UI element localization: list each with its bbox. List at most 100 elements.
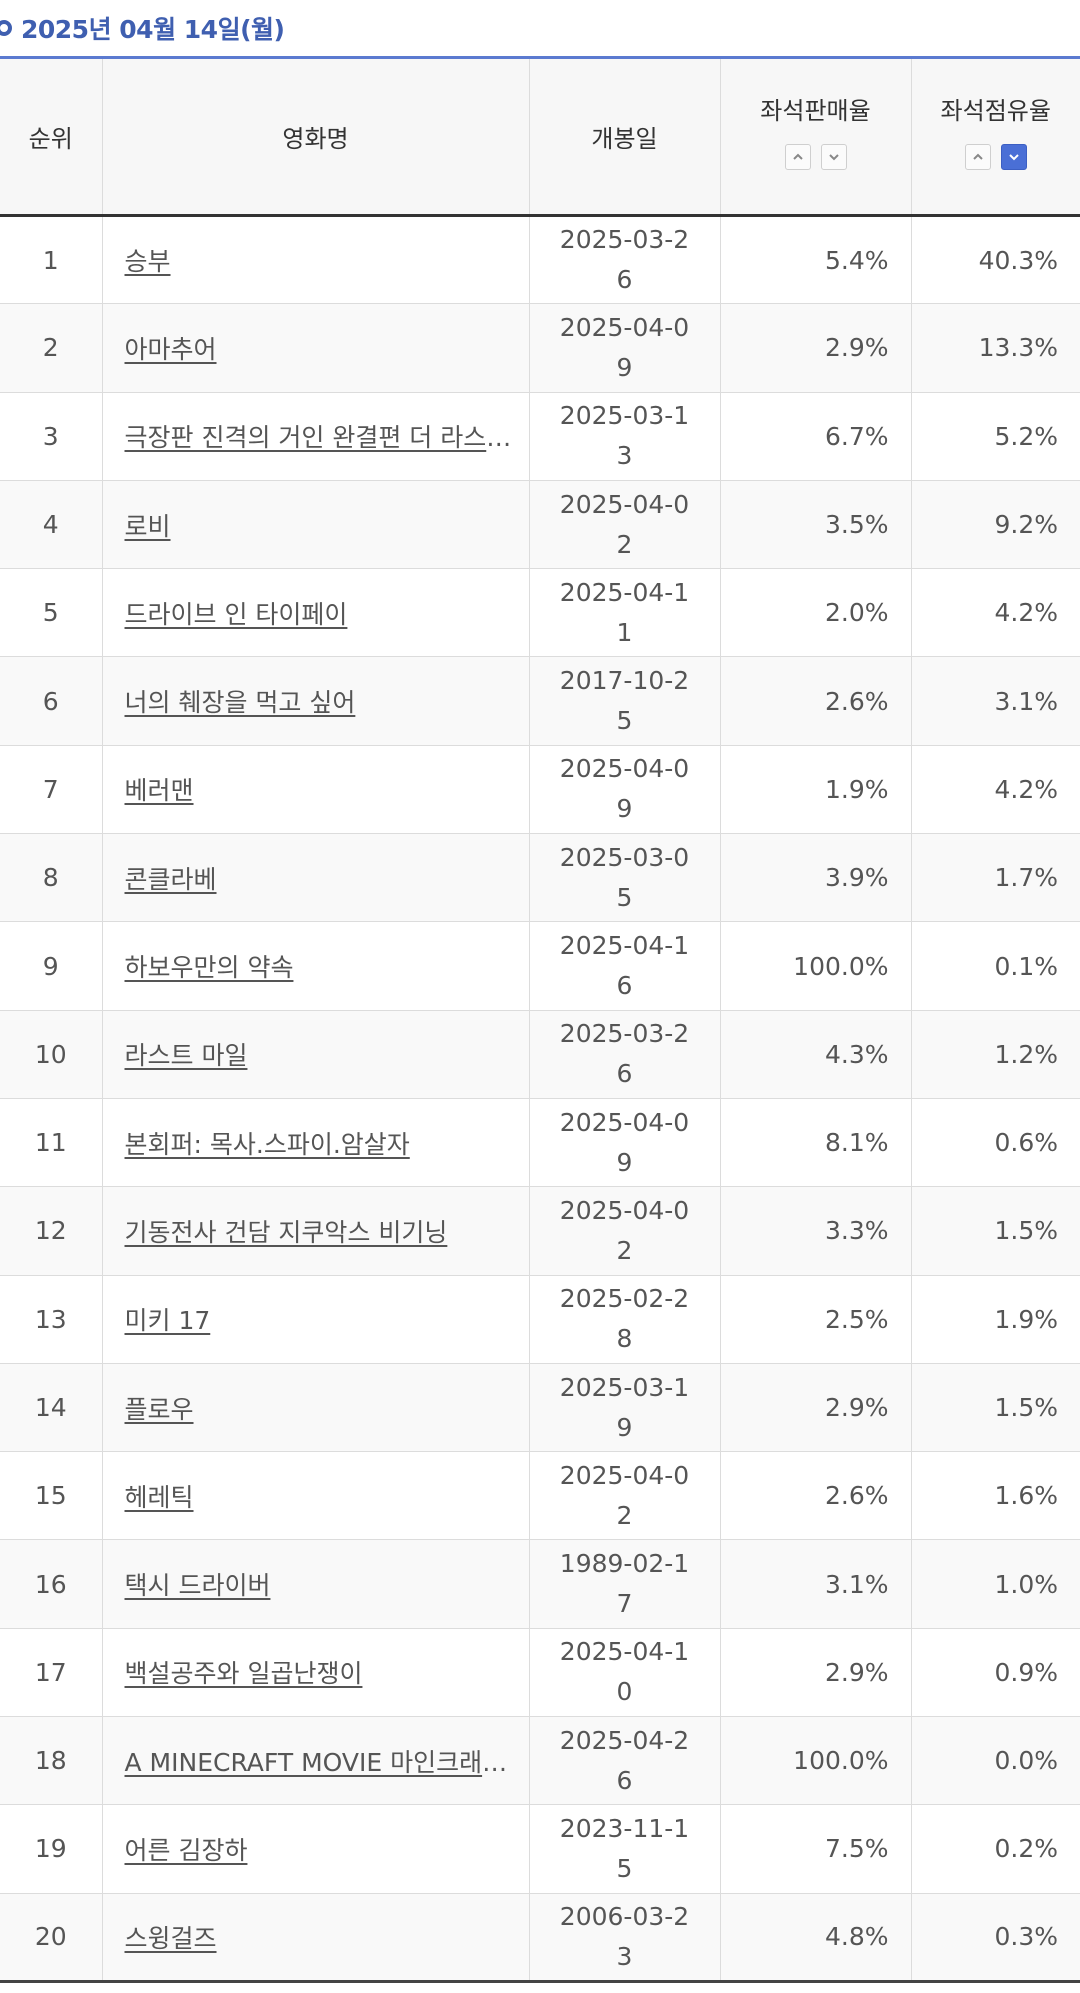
rank-cell: 13 xyxy=(0,1275,103,1364)
release-date-cell: 2025-03-26 xyxy=(529,215,721,304)
table-row: 19 어른 김장하 2023-11-15 7.5% 0.2% xyxy=(0,1804,1080,1894)
movie-title-link[interactable]: 극장판 진격의 거인 완결편 더 라스트 어택 xyxy=(124,423,529,453)
release-date-cell: 2025-04-09 xyxy=(529,745,721,834)
rank-cell: 10 xyxy=(0,1010,103,1099)
rank-cell: 3 xyxy=(0,392,103,481)
rank-cell: 9 xyxy=(0,921,103,1011)
movie-title-link[interactable]: 미키 17 xyxy=(124,1306,211,1336)
movie-title-link[interactable]: 어른 김장하 xyxy=(124,1835,248,1865)
occupancy-rate-cell: 5.2% xyxy=(994,421,1058,451)
rank-cell: 19 xyxy=(0,1804,103,1894)
occupancy-rate-cell: 1.2% xyxy=(994,1039,1058,1069)
title-cell: 기동전사 건담 지쿠악스 비기닝 xyxy=(102,1186,530,1276)
movie-title-link[interactable]: 스윙걸즈 xyxy=(124,1923,217,1953)
rank-cell: 8 xyxy=(0,833,103,922)
title-cell: 하보우만의 약속 xyxy=(102,921,530,1011)
release-date-cell: 2025-02-28 xyxy=(529,1275,721,1364)
rank-cell: 7 xyxy=(0,745,103,834)
table-row: 20 스윙걸즈 2006-03-23 4.8% 0.3% xyxy=(0,1893,1080,1982)
date-header: 2025년 04월 14일(월) xyxy=(0,0,1080,56)
occupancy-rate-cell: 1.7% xyxy=(994,863,1058,893)
movie-title-link[interactable]: A MINECRAFT MOVIE 마인크래프트 무비 xyxy=(124,1747,529,1777)
table-row: 15 헤레틱 2025-04-02 2.6% 1.6% xyxy=(0,1451,1080,1540)
release-date-cell: 2017-10-25 xyxy=(529,656,721,746)
occupancy-sort-desc-button[interactable] xyxy=(1000,144,1027,170)
rank-cell: 2 xyxy=(0,303,103,393)
movie-title-link[interactable]: 헤레틱 xyxy=(124,1482,194,1512)
title-cell: 극장판 진격의 거인 완결편 더 라스트 어택 xyxy=(102,392,530,481)
rank-cell: 1 xyxy=(0,215,103,304)
rank-cell: 17 xyxy=(0,1628,103,1717)
col-occupancy-rate: 좌석점유율 xyxy=(911,57,1080,217)
movie-title-link[interactable]: 너의 췌장을 먹고 싶어 xyxy=(124,688,356,718)
movie-title-link[interactable]: 드라이브 인 타이페이 xyxy=(124,599,348,629)
occupancy-rate-cell: 1.9% xyxy=(994,1304,1058,1334)
table-row: 18 A MINECRAFT MOVIE 마인크래프트 무비2025-04-261… xyxy=(0,1716,1080,1805)
title-cell: 본회퍼: 목사.스파이.암살자 xyxy=(102,1098,530,1187)
title-cell: 스윙걸즈 xyxy=(102,1893,530,1982)
sales-sort-desc-button[interactable] xyxy=(820,144,847,170)
movie-title-link[interactable]: 콘클라베 xyxy=(124,864,217,894)
rank-cell: 18 xyxy=(0,1716,103,1805)
sales-rate-cell: 2.6% xyxy=(720,656,912,746)
release-date-cell: 2025-04-10 xyxy=(529,1628,721,1717)
release-date-cell: 2025-04-09 xyxy=(529,303,721,393)
sales-rate-cell: 7.5% xyxy=(720,1804,912,1894)
occupancy-rate-cell: 0.6% xyxy=(994,1128,1058,1158)
sales-rate-cell: 2.0% xyxy=(720,568,912,657)
movie-title-link[interactable]: 로비 xyxy=(124,511,171,541)
sales-rate-cell: 2.5% xyxy=(720,1275,912,1364)
movie-title-link[interactable]: 플로우 xyxy=(124,1394,194,1424)
chevron-down-icon xyxy=(828,154,839,161)
table-row: 5 드라이브 인 타이페이 2025-04-11 2.0% 4.2% xyxy=(0,568,1080,657)
rank-cell: 16 xyxy=(0,1539,103,1629)
occupancy-sort-asc-button[interactable] xyxy=(964,144,991,170)
occupancy-rate-cell: 0.0% xyxy=(994,1746,1058,1776)
movie-title-link[interactable]: 백설공주와 일곱난쟁이 xyxy=(124,1659,363,1689)
circle-bullet-icon xyxy=(0,20,12,36)
col-title: 영화명 xyxy=(102,57,530,217)
sales-rate-cell: 2.9% xyxy=(720,1363,912,1452)
sales-rate-cell: 4.3% xyxy=(720,1010,912,1099)
chevron-up-icon xyxy=(973,153,983,160)
title-cell: 드라이브 인 타이페이 xyxy=(102,568,530,657)
movie-title-link[interactable]: 택시 드라이버 xyxy=(124,1571,271,1601)
movie-title-link[interactable]: 승부 xyxy=(124,247,171,277)
movie-title-link[interactable]: 라스트 마일 xyxy=(124,1041,248,1071)
occupancy-rate-cell: 3.1% xyxy=(994,686,1058,716)
table-row: 3 극장판 진격의 거인 완결편 더 라스트 어택 2025-03-13 6.7% 5.… xyxy=(0,392,1080,481)
release-date-cell: 2025-03-13 xyxy=(529,392,721,481)
occupancy-rate-cell: 1.0% xyxy=(994,1569,1058,1599)
release-date-cell: 2025-04-26 xyxy=(529,1716,721,1805)
title-cell: 라스트 마일 xyxy=(102,1010,530,1099)
table-row: 12 기동전사 건담 지쿠악스 비기닝 2025-04-02 3.3% 1.5% xyxy=(0,1186,1080,1276)
release-date-cell: 2025-03-19 xyxy=(529,1363,721,1452)
title-cell: 택시 드라이버 xyxy=(102,1539,530,1629)
sales-rate-cell: 3.3% xyxy=(720,1186,912,1276)
sales-rate-cell: 3.1% xyxy=(720,1539,912,1629)
movie-title-link[interactable]: 베러맨 xyxy=(124,776,194,806)
sales-rate-cell: 5.4% xyxy=(720,215,912,304)
table-row: 16 택시 드라이버 1989-02-17 3.1% 1.0% xyxy=(0,1539,1080,1629)
release-date-cell: 2006-03-23 xyxy=(529,1893,721,1982)
title-cell: 너의 췌장을 먹고 싶어 xyxy=(102,656,530,746)
occupancy-rate-cell: 0.3% xyxy=(994,1922,1058,1952)
movie-title-link[interactable]: 기동전사 건담 지쿠악스 비기닝 xyxy=(124,1217,448,1247)
sales-sort-asc-button[interactable] xyxy=(784,144,811,170)
release-date-cell: 2025-03-26 xyxy=(529,1010,721,1099)
sales-rate-cell: 6.7% xyxy=(720,392,912,481)
movie-title-link[interactable]: 하보우만의 약속 xyxy=(124,953,294,983)
rank-cell: 11 xyxy=(0,1098,103,1187)
movie-title-link[interactable]: 아마추어 xyxy=(124,334,217,364)
table-row: 2 아마추어 2025-04-09 2.9% 13.3% xyxy=(0,303,1080,393)
rank-cell: 12 xyxy=(0,1186,103,1276)
occupancy-rate-cell: 40.3% xyxy=(978,245,1058,275)
col-sales-rate: 좌석판매율 xyxy=(720,57,912,217)
title-cell: 헤레틱 xyxy=(102,1451,530,1540)
sales-rate-cell: 100.0% xyxy=(720,1716,912,1805)
movie-title-link[interactable]: 본회퍼: 목사.스파이.암살자 xyxy=(124,1129,410,1159)
occupancy-rate-cell: 0.9% xyxy=(994,1657,1058,1687)
rank-cell: 15 xyxy=(0,1451,103,1540)
release-date-cell: 2025-03-05 xyxy=(529,833,721,922)
release-date-cell: 2025-04-02 xyxy=(529,1186,721,1276)
